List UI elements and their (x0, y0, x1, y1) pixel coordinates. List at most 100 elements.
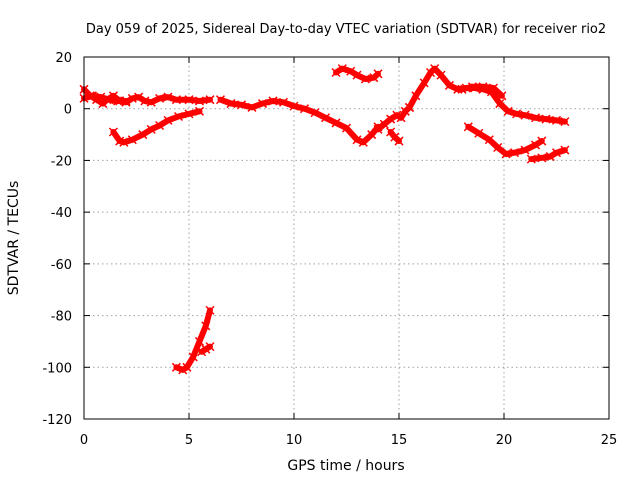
data-point (184, 109, 194, 119)
x-tick-label: 15 (391, 433, 408, 448)
plot-frame (83, 56, 610, 420)
data-point (497, 91, 507, 101)
data-point (352, 70, 362, 80)
data-point (194, 106, 205, 116)
data-point (127, 135, 137, 145)
data-point (201, 321, 211, 331)
data-point (367, 130, 377, 140)
x-axis: 0 5 10 15 20 25 (80, 57, 617, 448)
data-point (551, 115, 562, 125)
data-point (379, 119, 389, 129)
data-point (173, 111, 184, 122)
series-seg-12 (173, 307, 213, 373)
data-point (341, 123, 352, 133)
data-point (526, 154, 536, 164)
data-point (551, 148, 562, 158)
data-point (331, 67, 341, 78)
data-point (113, 96, 123, 106)
data-point (537, 136, 547, 146)
data-point (545, 152, 555, 162)
data-point (299, 104, 310, 114)
data-point (257, 99, 268, 109)
chart-title: Day 059 of 2025, Sidereal Day-to-day VTE… (86, 22, 606, 37)
data-point (503, 106, 513, 116)
data-point (444, 80, 454, 90)
data-point (373, 124, 383, 134)
data-point (411, 91, 421, 101)
data-point (394, 136, 404, 146)
data-point (247, 102, 257, 112)
data-point (205, 305, 215, 315)
data-point (467, 82, 478, 92)
data-point (201, 344, 211, 354)
data-point (520, 110, 530, 120)
data-point (453, 84, 463, 94)
data-point (488, 83, 499, 93)
x-tick-label: 0 (80, 433, 88, 448)
series-seg-7 (333, 65, 381, 82)
data-point (134, 92, 144, 102)
data-point (358, 137, 368, 147)
data-point (226, 99, 236, 109)
data-point (87, 91, 97, 101)
data-point (541, 114, 551, 124)
x-tick-label: 20 (496, 433, 513, 448)
data-point (184, 95, 194, 105)
data-point (215, 95, 226, 105)
data-point (194, 336, 205, 346)
series-group (79, 64, 570, 375)
data-point (205, 95, 215, 105)
x-tick-label: 25 (601, 433, 618, 448)
data-point (171, 95, 181, 105)
data-point (178, 365, 188, 375)
data-point (537, 153, 547, 163)
data-point (119, 137, 129, 147)
data-point (512, 109, 522, 119)
data-point (104, 95, 114, 105)
data-point (331, 118, 341, 128)
data-point (493, 142, 503, 153)
y-tick-label: -100 (42, 361, 72, 376)
data-point (155, 120, 165, 131)
data-point (509, 148, 520, 158)
data-point (182, 362, 192, 372)
data-point (520, 145, 530, 155)
data-point (146, 124, 156, 134)
data-point (138, 130, 148, 140)
data-point (386, 114, 396, 124)
y-tick-label: 0 (64, 103, 72, 118)
data-point (146, 97, 156, 107)
y-tick-label: -40 (51, 206, 72, 221)
data-point (352, 135, 362, 145)
data-point (396, 113, 406, 123)
data-point (278, 97, 289, 107)
data-point (337, 64, 347, 74)
data-point (289, 101, 299, 111)
y-axis: 20 0 -20 -40 -60 -80 -100 -120 (42, 51, 609, 428)
data-point (530, 113, 541, 123)
data-point (484, 135, 494, 145)
data-point (171, 362, 181, 372)
y-tick-label: -60 (51, 258, 72, 273)
data-point (530, 140, 541, 150)
data-point (188, 352, 198, 362)
x-tick-label: 10 (286, 433, 303, 448)
data-point (404, 102, 415, 112)
data-point (360, 74, 370, 84)
data-point (463, 122, 473, 132)
series-seg-10 (465, 123, 545, 157)
data-point (236, 100, 247, 110)
data-point (346, 66, 356, 76)
data-point (310, 108, 320, 118)
data-point (419, 78, 429, 88)
data-point (495, 99, 505, 109)
y-tick-label: -120 (42, 413, 72, 428)
grid-lines (84, 57, 609, 419)
data-point (560, 145, 570, 155)
data-point (457, 84, 467, 94)
data-point (436, 70, 446, 80)
data-point (268, 96, 278, 106)
x-axis-label: GPS time / hours (287, 458, 404, 474)
data-point (392, 110, 402, 120)
